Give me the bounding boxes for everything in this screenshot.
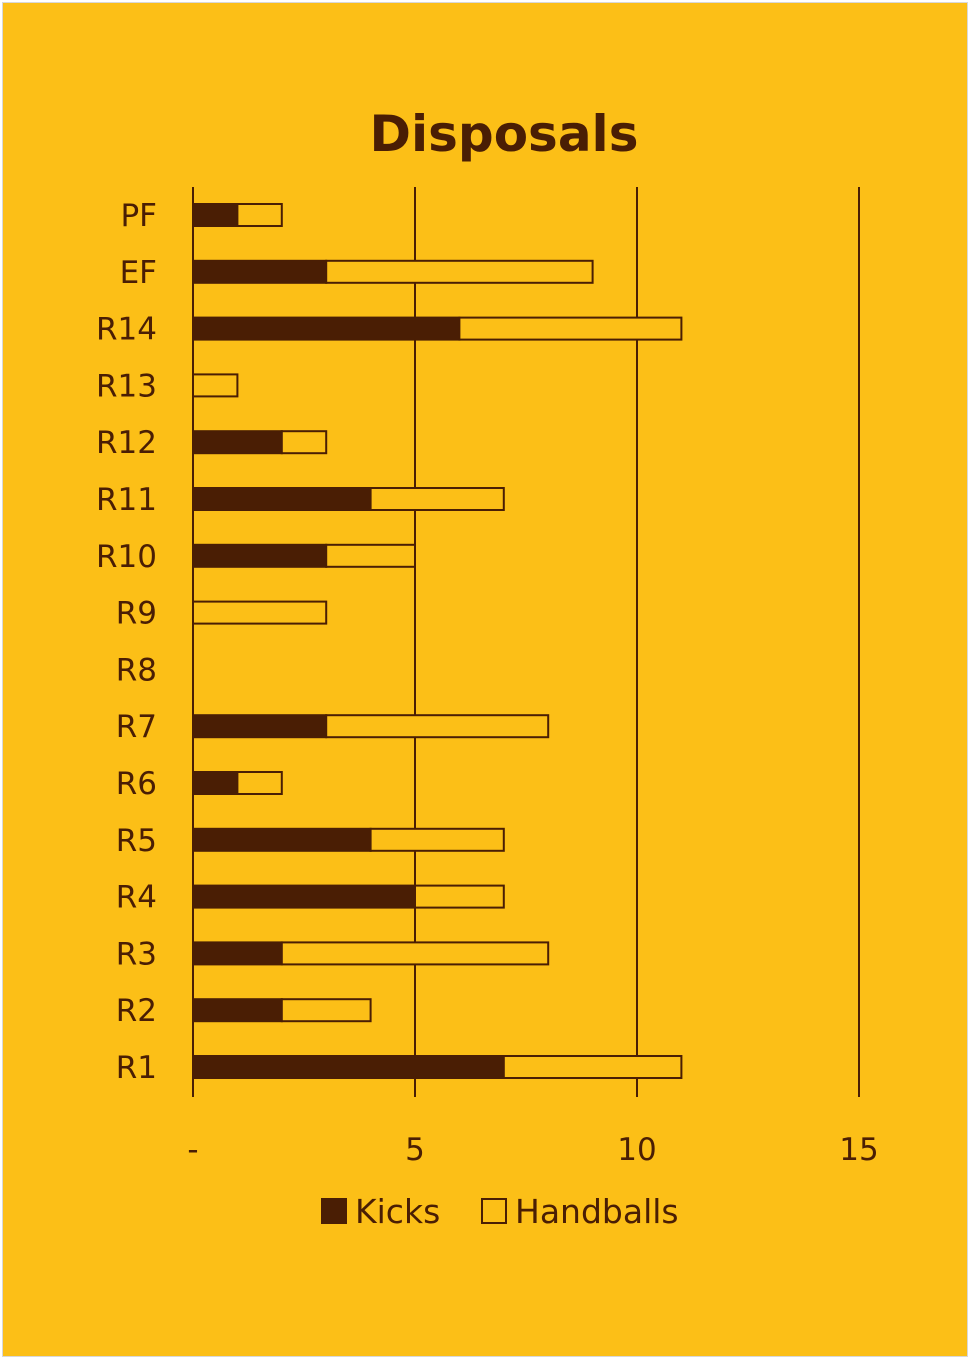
bar-handballs xyxy=(369,487,505,511)
x-tick-label: 10 xyxy=(617,1132,656,1168)
category-label: R13 xyxy=(96,368,157,404)
bar-handballs xyxy=(325,259,594,284)
category-label: PF xyxy=(120,198,157,234)
x-tick-label: 15 xyxy=(839,1132,878,1168)
bar-handballs xyxy=(414,884,505,909)
bar-kicks xyxy=(192,543,328,568)
bar-kicks xyxy=(192,827,372,852)
category-label: R7 xyxy=(116,709,157,745)
category-labels: PF EF R14 R13 R12 R11 R10 R9 R8 R7 R6 R5 R4 R3 R2 R1 xyxy=(96,198,157,1086)
bar-handballs xyxy=(325,714,550,739)
legend: Kicks Handballs xyxy=(321,1192,679,1231)
bar-kicks xyxy=(192,1055,505,1079)
bar-kicks xyxy=(192,771,239,795)
x-tick-labels: - 5 10 15 xyxy=(187,1132,878,1168)
bar-handballs xyxy=(236,771,283,795)
category-label: R6 xyxy=(116,766,157,802)
category-label: R12 xyxy=(96,425,157,461)
x-tick-label: - xyxy=(187,1132,198,1168)
category-label: R8 xyxy=(116,652,157,688)
bar-kicks xyxy=(192,714,328,739)
bar-handballs xyxy=(280,430,328,455)
category-label: R5 xyxy=(116,823,157,859)
legend-label-handballs: Handballs xyxy=(515,1192,679,1231)
category-label: R4 xyxy=(116,880,157,916)
category-label: R1 xyxy=(116,1050,157,1086)
category-label: R11 xyxy=(96,482,157,518)
bars xyxy=(192,203,683,1079)
bar-kicks xyxy=(192,316,461,341)
category-label: R3 xyxy=(116,936,157,972)
category-label: R10 xyxy=(96,539,157,575)
bar-kicks xyxy=(192,430,283,455)
bar-handballs xyxy=(192,600,328,625)
bar-handballs xyxy=(192,373,239,398)
category-label: EF xyxy=(120,255,157,291)
bar-kicks xyxy=(192,941,283,966)
bar-handballs xyxy=(369,827,505,852)
bar-kicks xyxy=(192,203,239,227)
bar-handballs xyxy=(458,316,683,341)
category-label: R9 xyxy=(116,596,157,632)
legend-label-kicks: Kicks xyxy=(355,1192,440,1231)
bar-kicks xyxy=(192,884,416,909)
chart-title: Disposals xyxy=(370,105,639,163)
bar-handballs xyxy=(280,941,550,966)
disposals-chart: Disposals PF EF R14 R13 R12 R11 R10 R9 R8 R7 R6 R5 R… xyxy=(96,105,879,1231)
bar-handballs xyxy=(502,1055,683,1079)
bar-kicks xyxy=(192,998,283,1023)
bar-kicks xyxy=(192,487,372,511)
category-label: R14 xyxy=(96,312,157,348)
bar-handballs xyxy=(280,998,372,1023)
x-tick-label: 5 xyxy=(405,1132,425,1168)
category-label: R2 xyxy=(116,993,157,1029)
legend-swatch-kicks xyxy=(321,1198,347,1224)
legend-swatch-handballs xyxy=(481,1198,507,1224)
bar-handballs xyxy=(325,543,417,568)
bar-kicks xyxy=(192,259,328,284)
bar-handballs xyxy=(236,203,283,227)
